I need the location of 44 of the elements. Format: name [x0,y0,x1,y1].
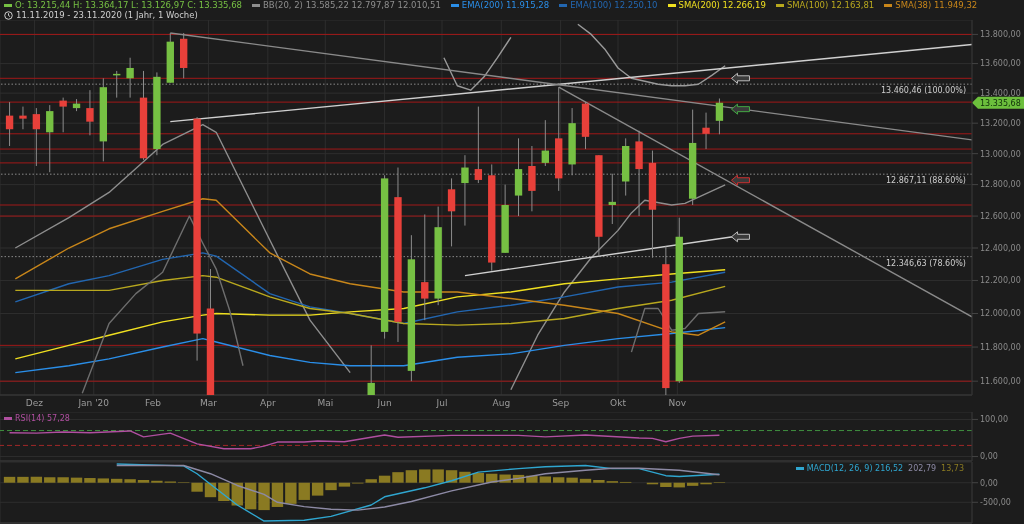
text: 202,79 [908,464,937,473]
y-tick-label: 11.800,00 [980,342,1021,352]
y-tick-label: 100,00 [980,415,1008,425]
y-tick-label: 12.800,00 [980,180,1021,190]
x-tick-label: Feb [145,398,162,409]
ref-line-label: 12.867,11 (88.60%) [885,176,966,186]
legend-label: RSI(14) 57,28 [15,414,70,423]
legend-label: SMA(100) 12.163,81 [786,0,875,10]
y-tick-label: 11.600,00 [980,377,1021,387]
y-tick-label: 12.400,00 [980,243,1021,253]
x-tick-label: Dez [25,398,44,409]
x-tick-label: Jun [376,398,392,409]
x-tick-label: Mar [200,398,218,409]
legend-label: SMA(200) 12.266,19 [678,0,766,10]
x-tick-label: Okt [610,398,627,409]
legend-label: BB(20, 2) 13.585,22 12.797,87 12.010,51 [263,0,441,10]
ref-line-label: 13.460,46 (100.00%) [880,86,966,96]
x-tick-label: Apr [260,398,276,409]
y-tick-label: 12.600,00 [980,211,1021,221]
y-tick-label: 13.200,00 [980,119,1021,129]
y-tick-label: 12.000,00 [980,309,1021,319]
y-tick-label: 0,00 [980,452,998,462]
y-tick-label: -500,00 [980,498,1011,508]
x-tick-label: Jan '20 [77,398,110,409]
y-tick-label: 0,00 [980,478,998,488]
x-tick-label: Sep [552,398,570,409]
text: 13.335,68 [980,98,1021,108]
x-tick-label: Aug [492,398,511,409]
text: 13,73 [941,464,964,473]
y-tick-label: 12.200,00 [980,276,1021,286]
y-tick-label: 13.600,00 [980,59,1021,69]
x-tick-label: Nov [668,398,687,409]
x-tick-label: Jul [435,398,448,409]
y-tick-label: 13.800,00 [980,30,1021,40]
y-tick-label: 13.400,00 [980,88,1021,98]
y-tick-label: 13.000,00 [980,149,1021,159]
legend-label: O: 13.215,44 H: 13.364,17 L: 13.126,97 C: 13.335,68 [15,0,243,10]
ref-line-label: 12.346,63 (78.60%) [885,258,966,268]
legend-label: EMA(200) 11.915,28 [461,0,550,10]
legend-label: EMA(100) 12.250,10 [570,0,658,10]
legend-label: MACD(12, 26, 9) 216,52 [806,464,904,473]
chart-subtitle: 11.11.2019 - 23.11.2020 (1 Jahr, 1 Woche) [16,10,198,20]
legend-label: SMA(38) 11.949,32 [895,0,978,10]
x-tick-label: Mai [317,398,334,409]
